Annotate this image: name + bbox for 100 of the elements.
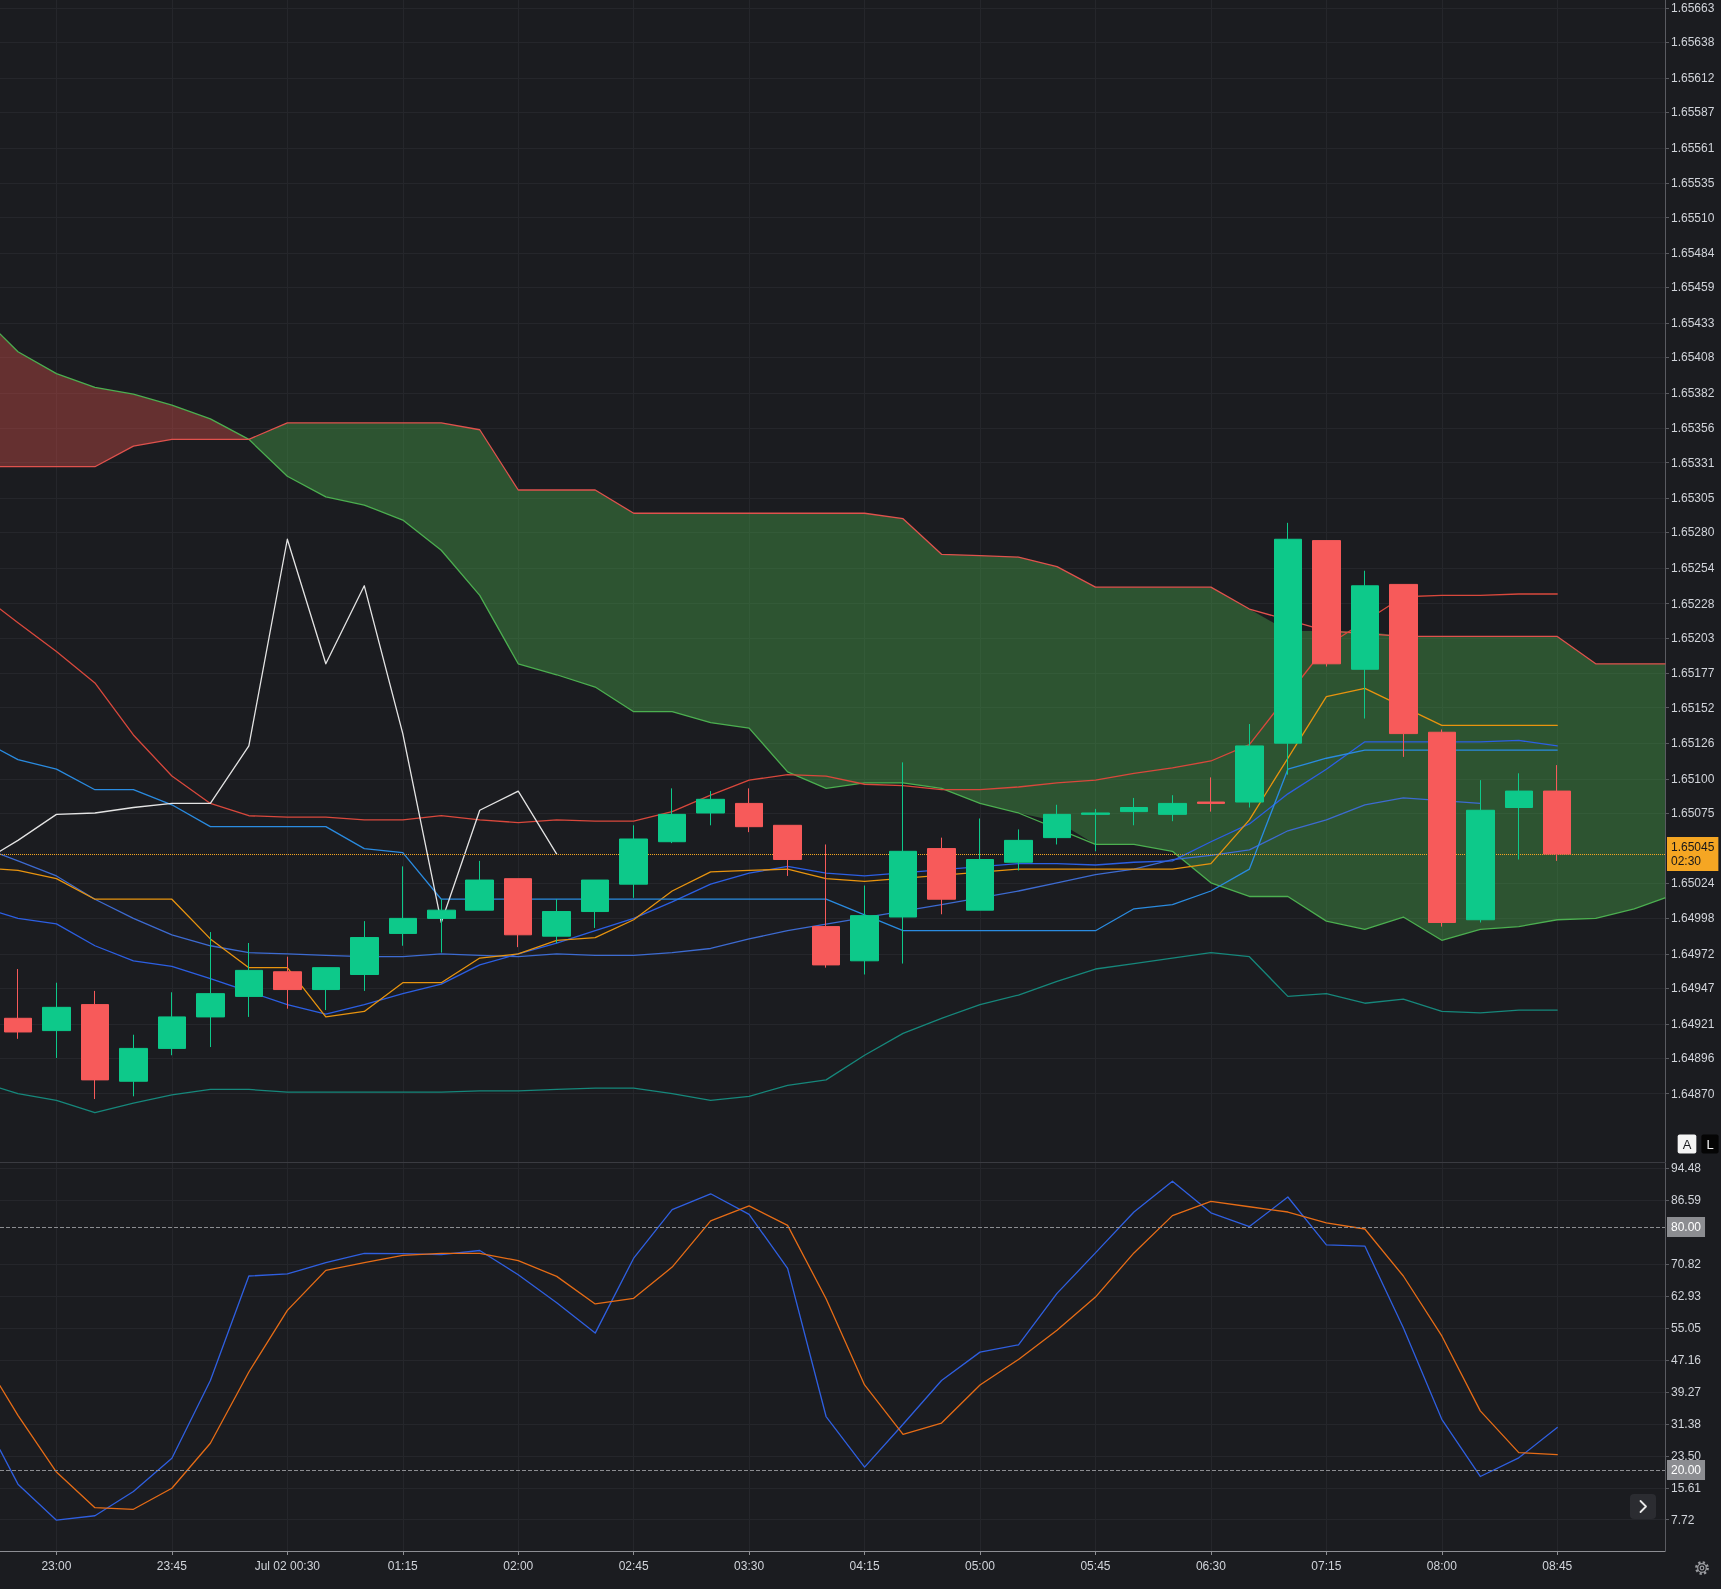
y-tick-label: 1.65228: [1671, 596, 1715, 611]
candlestick: [619, 824, 648, 899]
y-tick-label: 1.65152: [1671, 700, 1715, 715]
candlestick: [966, 817, 994, 911]
candlestick: [465, 860, 494, 911]
candlestick: [658, 787, 686, 844]
candlestick: [542, 898, 571, 944]
y-tick-label: 1.65484: [1671, 246, 1715, 261]
x-tick-label: 08:45: [1542, 1559, 1573, 1573]
ref-line-label: 1.65045 02:30: [1671, 840, 1715, 869]
ref-line-label: 80.00: [1671, 1219, 1702, 1234]
candlestick: [312, 967, 340, 1011]
y-tick-label: 1.65510: [1671, 210, 1715, 225]
x-tick-label: 04:15: [849, 1559, 880, 1573]
y-tick-label: 15.61: [1671, 1480, 1702, 1495]
x-tick-label: 02:45: [618, 1559, 650, 1573]
y-tick-label: 1.65280: [1671, 525, 1715, 540]
y-tick-label: 1.65459: [1671, 280, 1715, 295]
y-tick-label: 1.65382: [1671, 385, 1715, 400]
candlestick: [158, 991, 186, 1056]
x-tick-label: 05:45: [1080, 1559, 1111, 1573]
candlestick: [81, 990, 109, 1100]
candlestick: [42, 982, 71, 1059]
candlestick: [1004, 828, 1033, 871]
candlestick: [273, 956, 302, 1010]
y-tick-label: 1.64947: [1671, 981, 1715, 996]
x-tick-label: 02:00: [503, 1559, 534, 1573]
y-tick-label: 94.48: [1671, 1161, 1702, 1176]
y-tick-label: 1.65638: [1671, 35, 1715, 50]
candlestick: [1505, 772, 1533, 861]
x-tick-label: 23:00: [41, 1559, 72, 1573]
candlestick: [1312, 540, 1341, 668]
candlestick: [581, 879, 609, 929]
y-tick-label: 1.65356: [1671, 421, 1715, 436]
y-tick-label: 1.65408: [1671, 350, 1715, 365]
candlestick: [1081, 808, 1110, 852]
candlestick: [350, 920, 379, 992]
y-tick-label: 86.59: [1671, 1193, 1702, 1208]
y-tick-label: 1.65100: [1671, 771, 1715, 786]
y-tick-label: 1.65561: [1671, 140, 1715, 155]
y-tick-label: 1.65612: [1671, 71, 1715, 86]
y-tick-label: 1.64972: [1671, 946, 1715, 961]
x-tick-label: 07:15: [1311, 1559, 1342, 1573]
y-tick-label: 23.50: [1671, 1448, 1702, 1463]
candlestick: [1274, 522, 1302, 776]
y-tick-label: 55.05: [1671, 1321, 1702, 1336]
candlestick: [504, 878, 532, 948]
x-tick-label: 01:15: [387, 1559, 419, 1573]
candlestick: [1428, 729, 1456, 928]
y-tick-label: 1.65075: [1671, 805, 1715, 820]
x-tick-label: Jul 02 00:30: [254, 1559, 321, 1573]
y-tick-label: 1.65535: [1671, 176, 1715, 191]
candlestick: [889, 761, 917, 965]
candlestick: [735, 787, 763, 833]
candlestick: [773, 824, 802, 877]
x-tick-label: 06:30: [1195, 1559, 1227, 1573]
y-tick-label: 47.16: [1671, 1353, 1702, 1367]
y-tick-label: 1.64896: [1671, 1050, 1715, 1065]
candlestick: [1235, 723, 1264, 809]
candlestick: [812, 843, 840, 969]
x-tick-label: 08:00: [1426, 1559, 1458, 1573]
candlestick: [427, 898, 456, 954]
y-tick-label: 1.65177: [1671, 666, 1715, 681]
y-tick-label: 1.65024: [1671, 875, 1715, 890]
x-tick-label: 03:30: [734, 1559, 765, 1573]
candlestick: [1158, 794, 1187, 822]
candlestick: [850, 885, 879, 975]
y-tick-label: 39.27: [1671, 1384, 1702, 1399]
candlestick: [235, 942, 263, 1018]
candlestick: [1543, 764, 1571, 862]
y-tick-label: 1.65203: [1671, 630, 1715, 645]
y-tick-label: 1.64870: [1671, 1086, 1715, 1101]
y-tick-label: 1.65663: [1671, 1, 1715, 16]
y-tick-label: 1.65254: [1671, 561, 1715, 575]
y-tick-label: 7.72: [1671, 1512, 1695, 1527]
text: L: [1706, 1136, 1714, 1152]
y-tick-label: 1.65331: [1671, 455, 1715, 470]
candlestick: [696, 790, 725, 826]
text: A: [1682, 1136, 1692, 1152]
y-tick-label: 31.38: [1671, 1416, 1702, 1431]
candlestick: [119, 1034, 148, 1097]
x-tick-label: 05:00: [965, 1559, 996, 1573]
candlestick: [4, 968, 32, 1040]
x-tick-label: 23:45: [156, 1559, 188, 1573]
y-tick-label: 1.65126: [1671, 736, 1715, 751]
y-tick-label: 1.64998: [1671, 911, 1715, 926]
candlestick: [1466, 779, 1495, 923]
y-tick-label: 62.93: [1671, 1289, 1702, 1304]
candlestick: [1197, 776, 1225, 813]
candlestick: [389, 865, 417, 947]
candlestick: [1120, 797, 1148, 826]
candlestick: [196, 931, 225, 1048]
candlestick: [1351, 570, 1379, 720]
ref-line-label: 20.00: [1671, 1463, 1702, 1477]
y-tick-label: 1.64921: [1671, 1016, 1715, 1031]
candlestick: [1043, 804, 1071, 845]
y-tick-label: 70.82: [1671, 1257, 1702, 1272]
y-tick-label: 1.65587: [1671, 105, 1715, 120]
candlestick: [1389, 583, 1418, 758]
y-tick-label: 1.65433: [1671, 316, 1715, 331]
